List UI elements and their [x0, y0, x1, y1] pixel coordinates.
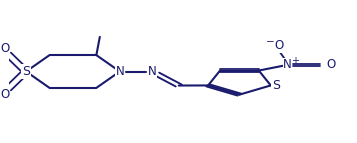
Text: O: O	[1, 88, 10, 101]
Text: +: +	[291, 56, 299, 66]
Text: O: O	[1, 42, 10, 55]
Text: −: −	[266, 37, 274, 47]
Text: N: N	[283, 58, 292, 72]
Text: N: N	[115, 65, 124, 78]
Text: O: O	[326, 58, 335, 72]
Text: S: S	[272, 79, 280, 92]
Text: O: O	[274, 39, 283, 52]
Text: N: N	[149, 65, 157, 78]
Text: S: S	[22, 65, 30, 78]
